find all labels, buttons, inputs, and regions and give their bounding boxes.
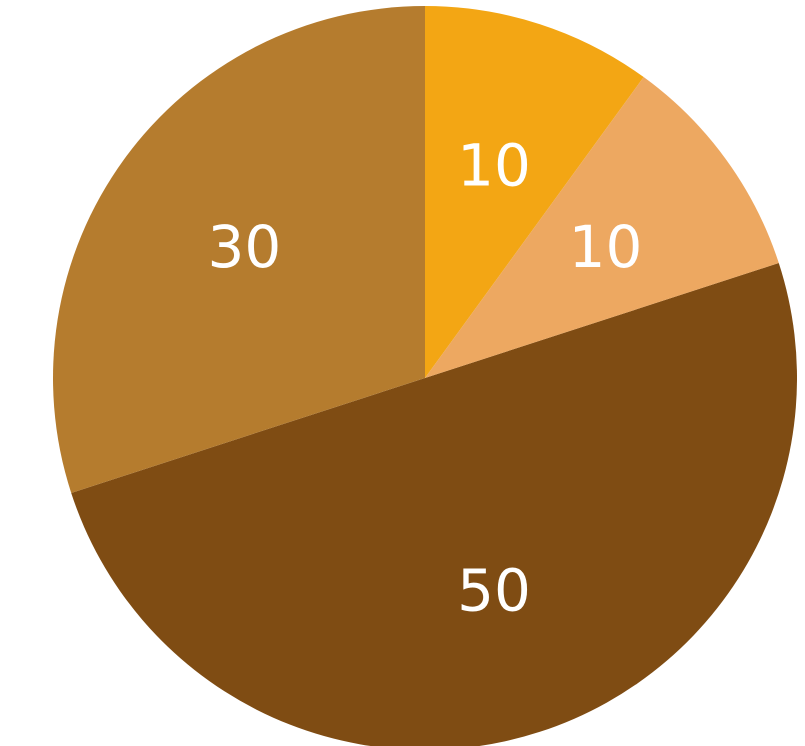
- pie-slice-50-0: [71, 263, 797, 746]
- slice-label-2: 10: [457, 132, 531, 200]
- slice-label-0: 50: [457, 556, 531, 624]
- slice-label-3: 10: [569, 213, 643, 281]
- pie-slice-10-2: [425, 6, 644, 378]
- pie-slice-10-3: [425, 77, 779, 378]
- pie-slice-30-1: [52, 6, 426, 493]
- pie-labels: 50 30 10 10: [208, 132, 643, 625]
- slice-label-1: 30: [208, 213, 282, 281]
- pie-slices: [52, 6, 797, 746]
